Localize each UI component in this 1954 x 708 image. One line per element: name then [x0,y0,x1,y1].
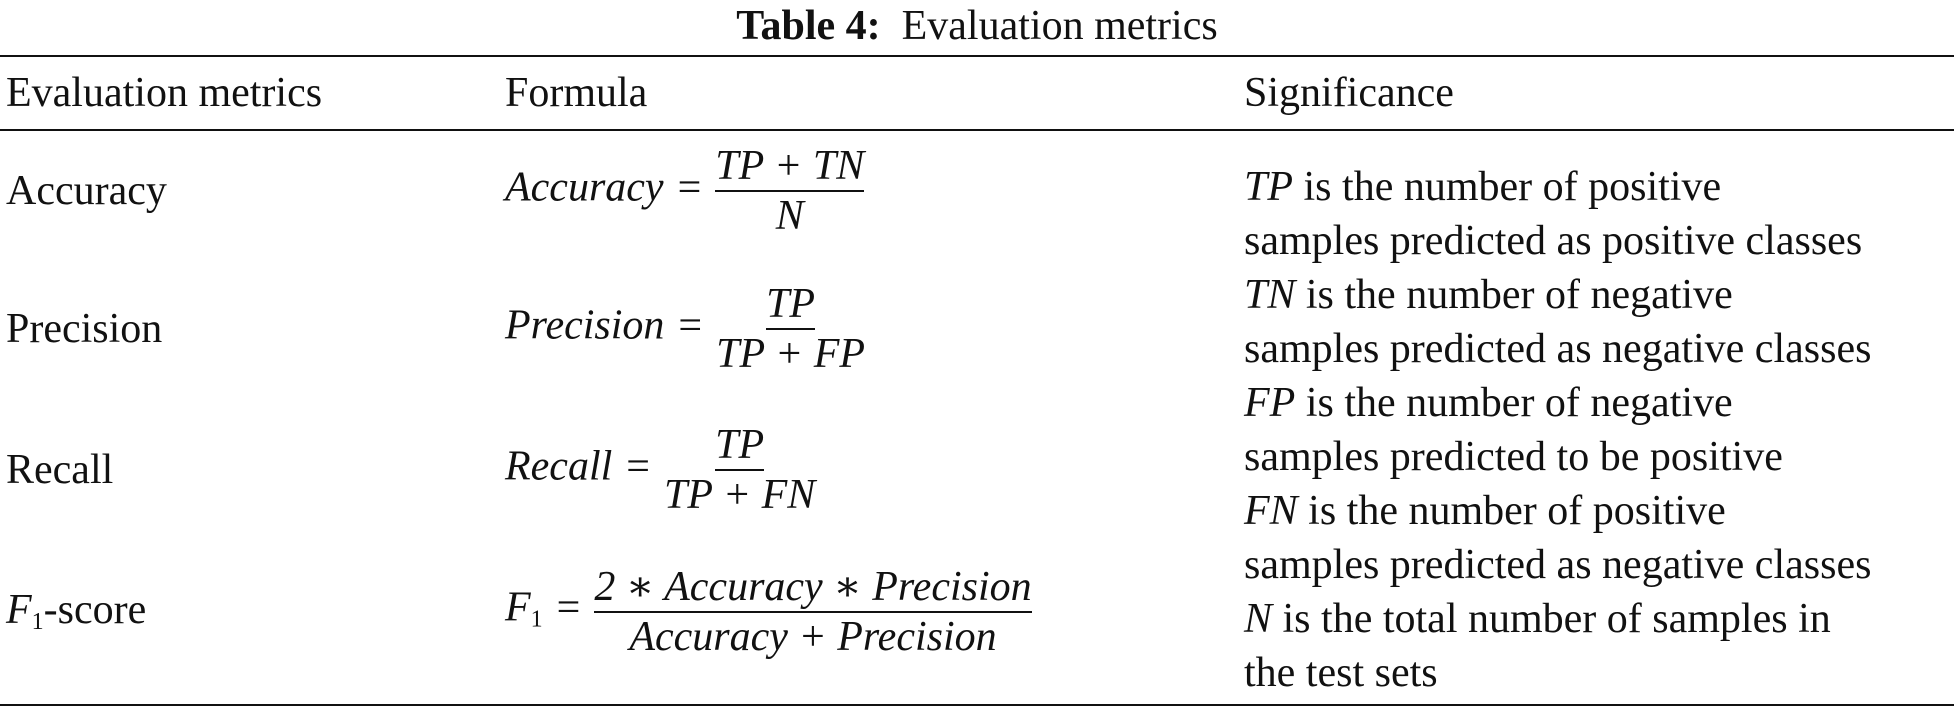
formula: Precision = TP TP + FP [505,280,865,378]
equals: = [677,164,702,211]
header-cell: Evaluation metrics [6,70,323,116]
equals: = [626,443,650,490]
metric-name: Recall [6,447,114,493]
symbol: FN [1244,488,1298,534]
formula-lhs: Precision [505,302,665,349]
text: is the total number of samples in [1282,596,1831,642]
table-caption: Table 4: Evaluation metrics [0,2,1954,50]
metric-name: F1-score [6,586,146,636]
denominator: N [775,193,804,239]
formula: Recall = TP TP + FN [505,421,815,519]
text: is the number of negative [1305,380,1733,426]
bottom-rule [0,704,1954,706]
formula: F1 = 2 ∗ Accuracy ∗ Precision Accuracy + Pr… [505,561,1032,661]
significance-line: TP is the number of positive [1244,160,1871,214]
header-cell: Formula [505,70,648,116]
subscript: 1 [530,606,543,633]
header-cell: Significance [1244,70,1454,116]
significance-line: samples predicted to be positive [1244,434,1783,480]
significance-line: samples predicted as negative classes [1244,542,1872,588]
equals: = [678,302,703,349]
caption-label: Table 4: [736,3,881,49]
formula-lhs: F [505,584,531,631]
significance-line: FN is the number of positive [1244,484,1871,538]
fraction: TP TP + FN [664,421,815,519]
formula-lhs: Recall [505,443,613,490]
fraction: TP + TN N [715,142,865,240]
symbol: FP [1244,380,1296,426]
significance-line: N is the total number of samples in [1244,592,1871,646]
metric-symbol: F [6,587,32,633]
significance-line: samples predicted as positive classes [1244,218,1863,264]
text: is the number of positive [1303,164,1722,210]
numerator: TP + TN [715,142,865,192]
significance-line: TN is the number of negative [1244,268,1871,322]
metric-name: Accuracy [6,168,167,214]
fraction: 2 ∗ Accuracy ∗ Precision Accuracy + Preci… [594,561,1032,661]
significance-line: the test sets [1244,650,1438,696]
formula-lhs: Accuracy [505,164,664,211]
subscript: 1 [31,609,44,635]
header-rule [0,129,1954,131]
numerator: TP [715,421,765,471]
caption-text: Evaluation metrics [901,3,1218,49]
symbol: TN [1244,272,1296,318]
denominator: TP + FP [716,331,866,377]
fraction: TP TP + FP [716,280,865,378]
denominator: Accuracy + Precision [629,614,997,660]
metric-name: Precision [6,306,163,352]
text: is the number of positive [1308,488,1726,534]
metric-suffix: -score [43,587,147,633]
numerator: TP [766,280,816,330]
text: is the number of negative [1305,272,1733,318]
symbol: N [1244,596,1273,642]
top-rule [0,55,1954,57]
formula: Accuracy = TP + TN N [505,142,865,240]
significance-line: FP is the number of negative [1244,376,1871,430]
denominator: TP + FN [663,472,816,518]
numerator: 2 ∗ Accuracy ∗ Precision [594,561,1032,613]
significance-column: TP is the number of positive samples pre… [1244,160,1871,700]
equals: = [556,584,581,631]
significance-line: samples predicted as negative classes [1244,326,1872,372]
symbol: TP [1244,164,1294,210]
